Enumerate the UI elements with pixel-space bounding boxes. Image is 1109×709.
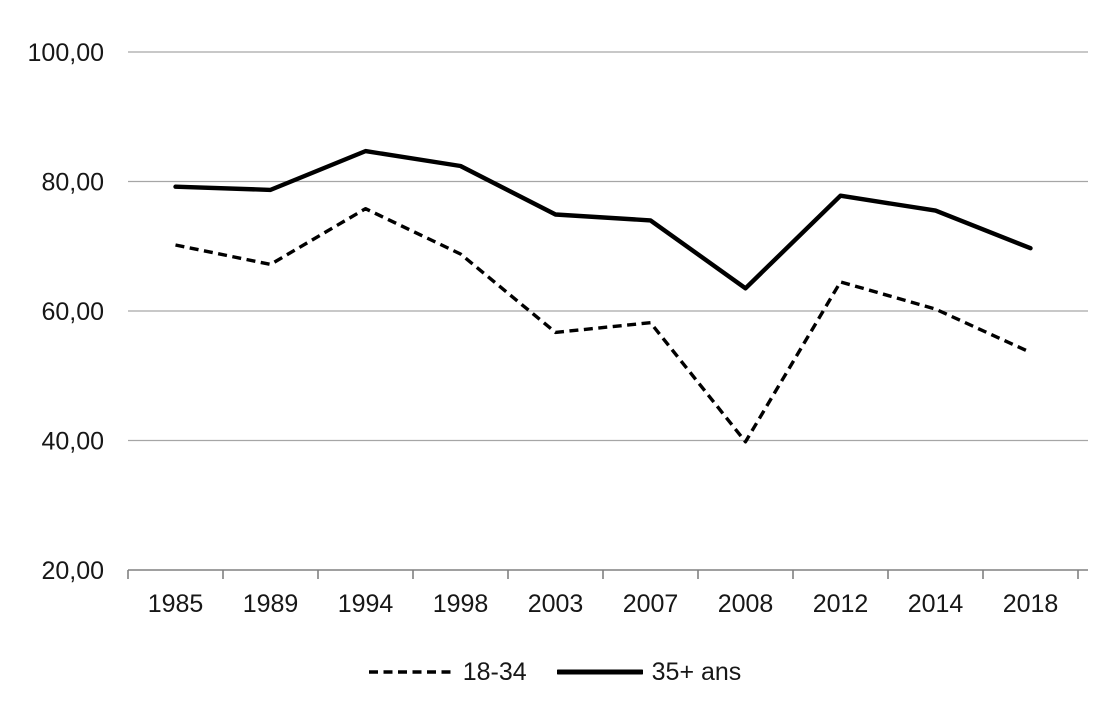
legend-item-18-34: 18-34 <box>368 657 527 686</box>
chart-legend: 18-34 35+ ans <box>0 646 1109 698</box>
chart-plot-area: 100,00 80,00 60,00 40,00 20,00 1985 1989 1994 19… <box>28 39 1088 618</box>
x-axis-category-label: 1994 <box>338 590 394 618</box>
y-axis-tick-label: 60,00 <box>41 298 104 326</box>
x-axis-category-label: 1998 <box>433 590 489 618</box>
x-axis-category-label: 2018 <box>1003 590 1059 618</box>
legend-swatch-solid-line <box>556 669 643 675</box>
x-axis-category-label: 2012 <box>813 590 869 618</box>
x-axis-category-label: 2014 <box>908 590 964 618</box>
x-axis-category-label: 2008 <box>718 590 774 618</box>
y-axis-tick-label: 20,00 <box>41 557 104 585</box>
x-axis-category-label: 1989 <box>243 590 299 618</box>
legend-swatch-dashed-line <box>368 670 453 674</box>
y-axis-tick-label: 100,00 <box>28 39 104 67</box>
legend-label: 18-34 <box>462 657 527 686</box>
x-axis-category-label: 2003 <box>528 590 584 618</box>
series-line-35+-ans <box>173 148 1033 291</box>
series-line-18-34 <box>175 206 1032 444</box>
y-axis-tick-label: 80,00 <box>41 169 104 197</box>
legend-label: 35+ ans <box>651 657 742 686</box>
y-axis-tick-label: 40,00 <box>41 428 104 456</box>
legend-item-35+-ans: 35+ ans <box>556 657 742 686</box>
x-axis-category-label: 2007 <box>623 590 679 618</box>
x-axis-category-label: 1985 <box>148 590 204 618</box>
